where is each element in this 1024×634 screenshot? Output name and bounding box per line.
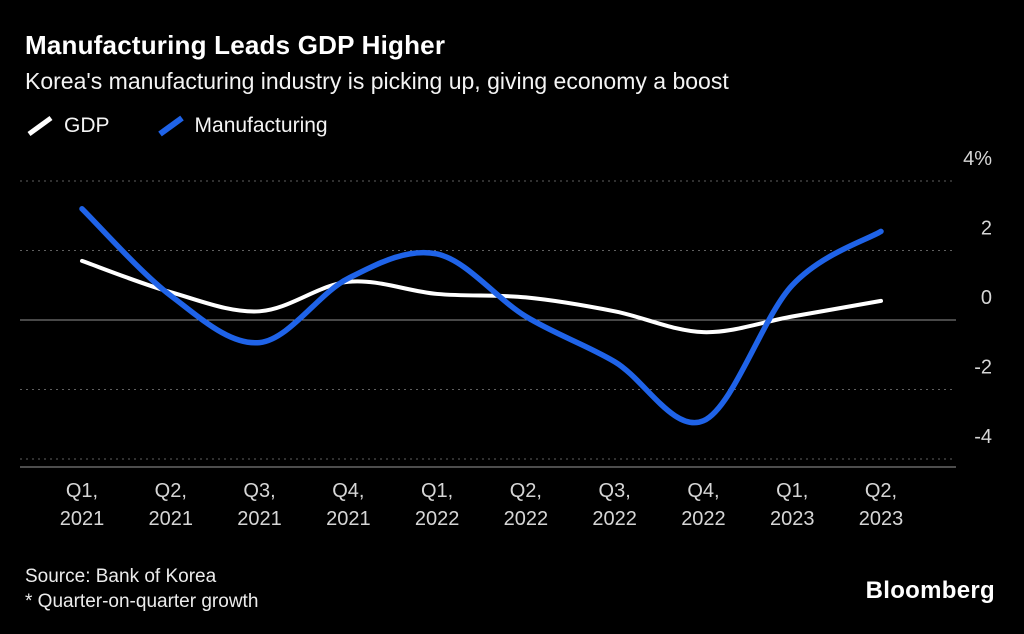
x-axis-label-quarter: Q2,: [510, 480, 542, 502]
x-axis-label-quarter: Q1,: [66, 480, 98, 502]
legend-item-manufacturing: Manufacturing: [156, 114, 328, 138]
legend-label-manufacturing: Manufacturing: [194, 114, 328, 137]
bloomberg-logo: Bloomberg: [865, 577, 995, 604]
series-line-manufacturing: [79, 206, 884, 426]
x-axis-label-year: 2023: [859, 508, 904, 530]
x-axis-label-quarter: Q4,: [332, 480, 364, 502]
y-axis-label: -4: [974, 426, 992, 448]
x-axis-label-year: 2022: [415, 508, 460, 530]
x-axis-label-quarter: Q1,: [776, 480, 808, 502]
y-axis-label: 0: [981, 287, 992, 309]
x-axis-label-quarter: Q3,: [599, 480, 631, 502]
x-axis-label-year: 2021: [237, 508, 282, 530]
y-axis-label: 4%: [963, 148, 992, 170]
chart-title: Manufacturing Leads GDP Higher: [25, 30, 446, 60]
x-axis-label-year: 2022: [592, 508, 637, 530]
x-axis-label-year: 2021: [149, 508, 194, 530]
x-axis-label-quarter: Q2,: [865, 480, 897, 502]
chart-subtitle: Korea's manufacturing industry is pickin…: [25, 68, 729, 94]
x-axis-label-year: 2022: [504, 508, 549, 530]
x-axis-label-year: 2021: [60, 508, 105, 530]
legend-label-gdp: GDP: [64, 114, 110, 137]
y-axis-label: -2: [974, 357, 992, 379]
x-axis-label-quarter: Q3,: [243, 480, 275, 502]
x-axis-label-quarter: Q4,: [687, 480, 719, 502]
footnote-text: * Quarter-on-quarter growth: [25, 591, 259, 612]
source-text: Source: Bank of Korea: [25, 566, 217, 587]
x-axis-label-year: 2022: [681, 508, 726, 530]
legend-item-gdp: GDP: [25, 114, 110, 138]
x-axis-label-quarter: Q2,: [155, 480, 187, 502]
x-axis-label-year: 2021: [326, 508, 371, 530]
x-axis-label-quarter: Q1,: [421, 480, 453, 502]
gdp-line-icon: [25, 114, 55, 138]
y-axis-label: 2: [981, 218, 992, 240]
series-line-gdp: [80, 258, 883, 335]
manufacturing-line-icon: [156, 114, 186, 138]
legend: GDP Manufacturing: [25, 114, 328, 138]
x-axis-label-year: 2023: [770, 508, 815, 530]
